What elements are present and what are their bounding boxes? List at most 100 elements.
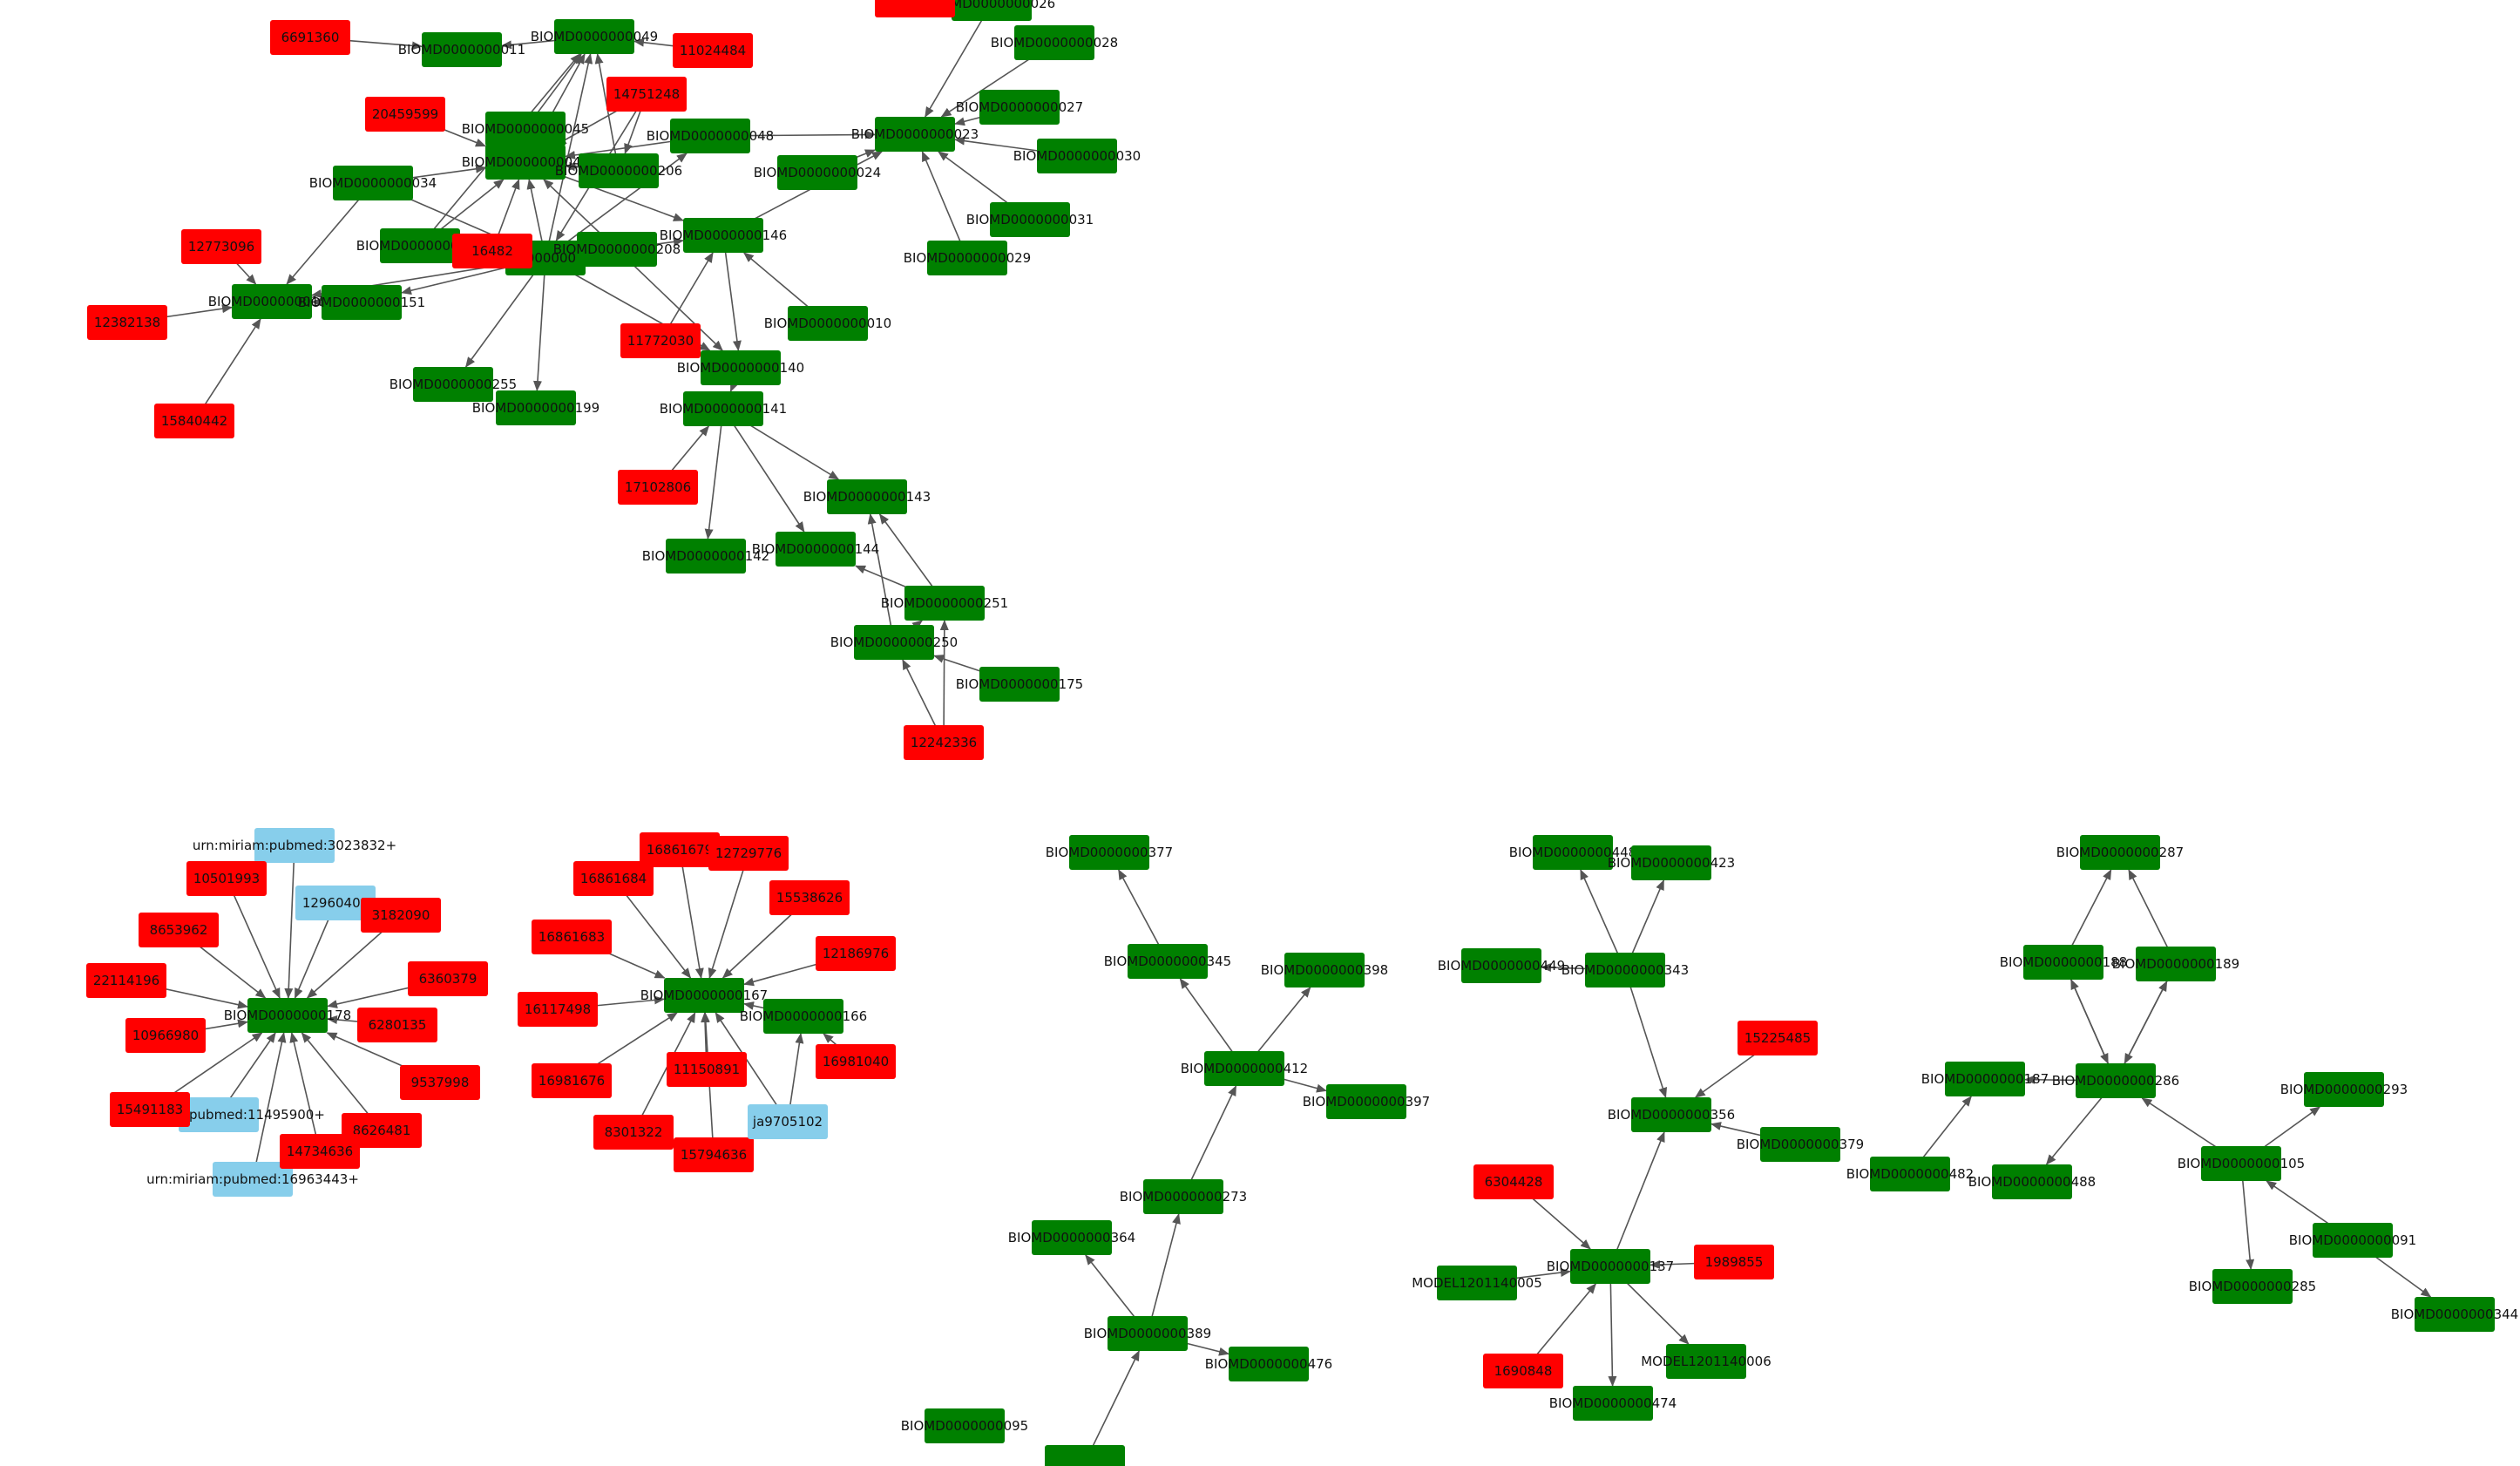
node-publication[interactable]: 9537998 bbox=[400, 1065, 480, 1100]
node-biomodel[interactable]: BIOMD0000000286 bbox=[2052, 1063, 2179, 1098]
node-biomodel[interactable]: BIOMD0000000345 bbox=[1104, 944, 1231, 979]
node-biomodel[interactable]: BIOMD0000000285 bbox=[2189, 1269, 2316, 1304]
node-box[interactable] bbox=[357, 1008, 437, 1042]
node-miriam[interactable]: 12960403 bbox=[295, 886, 376, 920]
node-box[interactable] bbox=[673, 33, 753, 68]
node-biomodel[interactable]: BIOMD0000000356 bbox=[1608, 1097, 1735, 1132]
node-box[interactable] bbox=[452, 234, 532, 268]
node-biomodel[interactable]: MODEL1201140005 bbox=[1412, 1266, 1542, 1300]
node-box[interactable] bbox=[295, 886, 376, 920]
node-biomodel[interactable] bbox=[1045, 1445, 1125, 1466]
node-box[interactable] bbox=[380, 228, 460, 263]
node-publication[interactable]: 12773096 bbox=[181, 229, 261, 264]
node-biomodel[interactable]: BIOMD0000000189 bbox=[2112, 947, 2239, 981]
node-biomodel[interactable]: BIOMD0000000389 bbox=[1084, 1316, 1211, 1351]
node-biomodel[interactable]: BIOMD0000000144 bbox=[752, 532, 879, 567]
node-box[interactable] bbox=[777, 155, 857, 190]
node-biomodel[interactable]: MODEL1201140006 bbox=[1641, 1344, 1771, 1379]
node-publication[interactable]: 12186976 bbox=[816, 936, 896, 971]
node-biomodel[interactable]: BIOMD0000000206 bbox=[555, 153, 682, 188]
node-box[interactable] bbox=[270, 20, 350, 55]
node-box[interactable] bbox=[1284, 953, 1365, 988]
node-box[interactable] bbox=[1069, 835, 1149, 870]
node-box[interactable] bbox=[554, 19, 634, 54]
node-biomodel[interactable]: BIOMD0000000449 bbox=[1438, 948, 1565, 983]
node-box[interactable] bbox=[1738, 1021, 1818, 1055]
node-box[interactable] bbox=[1573, 1386, 1653, 1421]
node-publication[interactable]: 17102806 bbox=[618, 470, 698, 505]
node-box[interactable] bbox=[2304, 1072, 2384, 1107]
node-publication[interactable]: 12242336 bbox=[904, 725, 984, 760]
node-biomodel[interactable]: BIOMD0000000397 bbox=[1303, 1084, 1430, 1119]
node-biomodel[interactable]: BIOMD0000000175 bbox=[956, 667, 1083, 702]
node-box[interactable] bbox=[1108, 1316, 1188, 1351]
node-box[interactable] bbox=[816, 1044, 896, 1079]
node-biomodel[interactable]: BIOMD0000000150 bbox=[356, 228, 484, 263]
node-publication[interactable]: 6280135 bbox=[357, 1008, 437, 1042]
node-box[interactable] bbox=[667, 1052, 747, 1087]
node-box[interactable] bbox=[2023, 945, 2103, 980]
node-biomodel[interactable]: BIOMD0000000208 bbox=[553, 232, 681, 267]
node-publication[interactable]: 11024484 bbox=[673, 33, 753, 68]
node-box[interactable] bbox=[979, 667, 1060, 702]
node-publication[interactable]: 6360379 bbox=[408, 961, 488, 996]
node-box[interactable] bbox=[904, 586, 985, 621]
node-biomodel[interactable]: BIOMD0000000044 bbox=[462, 145, 589, 180]
node-biomodel[interactable]: BIOMD0000000026 bbox=[928, 0, 1055, 21]
node-biomodel[interactable]: BIOMD0000000091 bbox=[2289, 1223, 2416, 1258]
node-publication[interactable]: 22114196 bbox=[86, 963, 166, 998]
node-biomodel[interactable]: BIOMD0000000141 bbox=[660, 391, 787, 426]
node-biomodel[interactable]: BIOMD0000000142 bbox=[642, 539, 769, 574]
node-biomodel[interactable]: BIOMD0000000250 bbox=[830, 625, 958, 660]
node-biomodel[interactable]: BIOMD0000000146 bbox=[660, 218, 787, 253]
node-biomodel[interactable]: BIOMD0000000049 bbox=[531, 19, 658, 54]
node-publication[interactable]: 15538626 bbox=[769, 880, 850, 915]
node-publication[interactable]: 16861683 bbox=[532, 920, 612, 954]
node-publication[interactable]: 6304428 bbox=[1473, 1164, 1554, 1199]
node-biomodel[interactable]: BIOMD0000000379 bbox=[1737, 1127, 1864, 1162]
node-miriam[interactable]: urn:miriam:pubmed:16963443+ bbox=[146, 1162, 359, 1197]
node-box[interactable] bbox=[640, 832, 720, 867]
node-box[interactable] bbox=[1694, 1245, 1774, 1279]
node-biomodel[interactable]: BIOMD0000000287 bbox=[2056, 835, 2184, 870]
node-biomodel[interactable]: BIOMD0000000364 bbox=[1008, 1220, 1135, 1255]
node-biomodel[interactable]: BIOMD0000000188 bbox=[2000, 945, 2127, 980]
node-box[interactable] bbox=[1533, 835, 1613, 870]
node-box[interactable] bbox=[86, 963, 166, 998]
node-box[interactable] bbox=[748, 1104, 828, 1139]
node-biomodel[interactable]: BIOMD0000000095 bbox=[901, 1408, 1028, 1443]
node-biomodel[interactable]: BIOMD0000000423 bbox=[1608, 845, 1735, 880]
node-biomodel[interactable]: BIOMD0000000029 bbox=[904, 241, 1031, 275]
node-box[interactable] bbox=[1992, 1164, 2072, 1199]
node-box[interactable] bbox=[593, 1115, 674, 1150]
node-box[interactable] bbox=[1473, 1164, 1554, 1199]
node-publication[interactable]: 3182090 bbox=[361, 898, 441, 933]
node-box[interactable] bbox=[990, 202, 1070, 237]
node-box[interactable] bbox=[2313, 1223, 2393, 1258]
node-box[interactable] bbox=[1128, 944, 1208, 979]
node-box[interactable] bbox=[2080, 835, 2160, 870]
node-box[interactable] bbox=[1045, 1445, 1125, 1466]
node-box[interactable] bbox=[979, 90, 1060, 125]
node-box[interactable] bbox=[573, 861, 654, 896]
node-box[interactable] bbox=[1143, 1179, 1223, 1214]
node-box[interactable] bbox=[532, 1063, 612, 1098]
node-miriam[interactable]: urn:miriam:pubmed:3023832+ bbox=[193, 828, 396, 863]
node-publication[interactable]: 16482 bbox=[452, 234, 532, 268]
node-box[interactable] bbox=[701, 350, 781, 385]
node-box[interactable] bbox=[1631, 845, 1711, 880]
node-box[interactable] bbox=[125, 1018, 206, 1053]
node-publication[interactable]: 11772030 bbox=[620, 323, 701, 358]
node-box[interactable] bbox=[875, 0, 955, 17]
node-box[interactable] bbox=[2415, 1297, 2495, 1332]
node-publication[interactable]: 15840442 bbox=[154, 404, 234, 438]
node-box[interactable] bbox=[763, 999, 843, 1034]
node-publication[interactable]: 12382138 bbox=[87, 305, 167, 340]
node-box[interactable] bbox=[1037, 139, 1117, 173]
node-biomodel[interactable]: BIOMD0000000343 bbox=[1561, 953, 1689, 988]
node-box[interactable] bbox=[1229, 1347, 1309, 1381]
node-box[interactable] bbox=[577, 232, 657, 267]
node-biomodel[interactable]: BIOMD0000000152 bbox=[208, 284, 335, 319]
node-box[interactable] bbox=[925, 1408, 1005, 1443]
node-publication[interactable]: 1989855 bbox=[1694, 1245, 1774, 1279]
